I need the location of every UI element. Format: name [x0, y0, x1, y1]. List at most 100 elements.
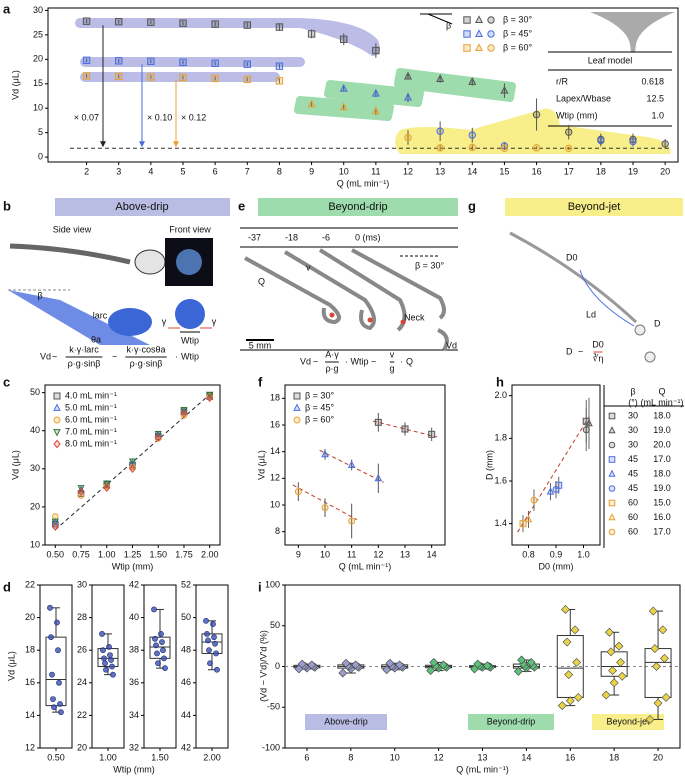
y-tick-label: -50	[267, 702, 280, 712]
table-cell: Lapex/Wbase	[556, 93, 611, 103]
numerator: v	[390, 349, 395, 359]
point	[307, 660, 317, 670]
marker	[53, 429, 61, 437]
marker	[372, 46, 380, 55]
x-tick-label: 13	[400, 549, 410, 559]
diagram-label: -6	[322, 232, 330, 242]
x-tick-label: 14	[521, 752, 531, 762]
y-tick-label: 12	[270, 473, 280, 483]
legend-label: β = 30°	[305, 390, 334, 400]
point	[162, 665, 168, 672]
marker	[321, 504, 329, 512]
marker	[115, 72, 123, 81]
marker	[552, 486, 560, 494]
diagram-label: Neck	[404, 312, 425, 322]
x-tick-label: 6	[213, 166, 218, 176]
y-tick-label: 36	[129, 677, 139, 687]
marker	[608, 485, 616, 492]
point	[214, 666, 220, 673]
marker	[500, 85, 509, 94]
leaf-side	[9, 243, 131, 265]
marker	[582, 426, 590, 434]
point	[338, 668, 348, 678]
point	[617, 671, 627, 681]
y-tick-label: 20	[30, 501, 40, 511]
jet	[509, 231, 638, 324]
diagram-label: D	[654, 318, 661, 328]
point	[57, 701, 63, 707]
marker	[371, 88, 380, 97]
point	[604, 627, 614, 637]
regime-bands	[75, 18, 671, 154]
band	[394, 68, 516, 102]
denominator: ρ·g	[325, 363, 338, 373]
marker	[179, 19, 187, 27]
point	[341, 658, 351, 668]
point	[573, 693, 583, 702]
region-tag	[305, 714, 387, 730]
marker	[339, 102, 348, 111]
marker	[340, 35, 348, 43]
y-tick-label: 52	[181, 579, 191, 589]
panel-label: e	[238, 198, 245, 213]
x-tick-label: 0.9	[550, 549, 563, 559]
y-tick-label: 12	[25, 742, 35, 752]
x-tick-label: 15	[499, 166, 509, 176]
point	[56, 679, 62, 686]
y-tick-label: 50	[270, 620, 280, 630]
panel-label: d	[3, 579, 11, 594]
y-tick-label: 8	[275, 526, 280, 536]
marker	[53, 392, 61, 400]
point	[570, 625, 580, 635]
marker	[403, 92, 413, 101]
table-cell: 12.5	[646, 93, 664, 103]
marker	[103, 483, 111, 492]
legend-label: 8.0 mL min⁻¹	[65, 438, 117, 448]
marker	[293, 416, 301, 424]
marker	[500, 144, 509, 153]
y-tick-label: 20	[33, 54, 43, 64]
legend-label: β = 30°	[503, 14, 532, 24]
point	[154, 650, 160, 657]
y-tick-label: 22	[77, 710, 87, 720]
legend-label: 4.0 mL min⁻¹	[65, 390, 117, 400]
plot-frame	[47, 7, 679, 163]
y-tick-label: 34	[129, 710, 139, 720]
y-tick-label: 50	[181, 612, 191, 622]
point	[158, 631, 164, 637]
marker	[524, 514, 533, 523]
point	[99, 631, 105, 637]
marker	[403, 71, 413, 80]
y-tick-label: 40	[129, 612, 139, 622]
x-tick-label: 1.50	[149, 549, 167, 559]
point	[109, 663, 115, 670]
legend-label: 6.0 mL min⁻¹	[65, 414, 117, 424]
point	[562, 637, 572, 647]
table-cell: 60	[628, 497, 638, 507]
denominator: g	[389, 363, 394, 373]
y-tick-label: 28	[77, 612, 87, 622]
marker	[474, 43, 484, 52]
y-tick-label: 25	[33, 29, 43, 39]
point	[103, 666, 109, 673]
point	[616, 658, 625, 667]
marker	[294, 488, 302, 496]
x-tick-label: 3	[116, 166, 121, 176]
x-tick-label: 20	[660, 166, 670, 176]
table-cell: 45	[628, 483, 638, 493]
x-tick-label: 9	[296, 549, 301, 559]
marker	[404, 133, 412, 142]
marker	[546, 487, 555, 495]
point	[572, 658, 582, 667]
denominator: ∛η	[593, 352, 604, 363]
band	[75, 18, 380, 56]
x-tick-label: 14	[467, 166, 477, 176]
plot-frame	[284, 384, 446, 546]
x-tick-label: 13	[477, 752, 487, 762]
point	[212, 640, 218, 647]
point	[204, 631, 210, 637]
leaf-funnel	[590, 12, 675, 52]
region-label: Beyond-jet	[606, 716, 650, 726]
fit-line	[517, 416, 590, 533]
x-tick-label: 1.50	[151, 752, 169, 762]
